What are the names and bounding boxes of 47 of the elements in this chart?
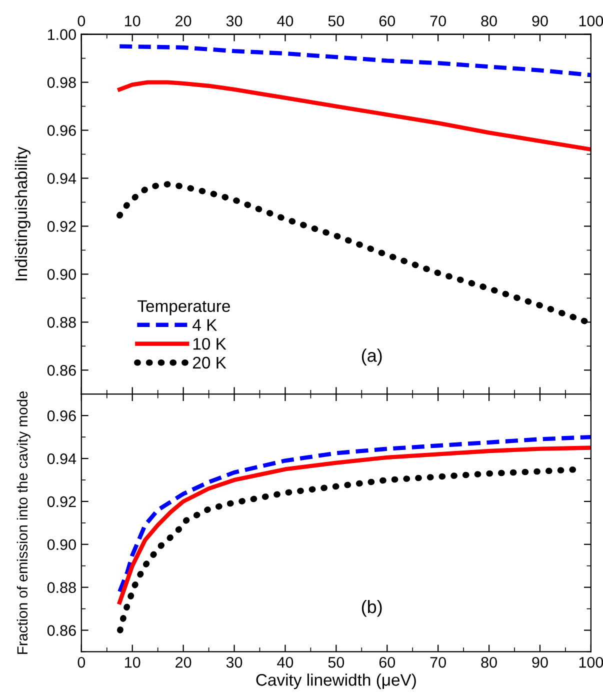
y-tick-label: 1.00 [48, 29, 76, 40]
y-tick-label: 0.88 [47, 582, 76, 593]
y-axis-title: Fraction of emission into the cavity mode [16, 391, 30, 654]
legend-label: 10 K [193, 338, 226, 350]
y-tick-label: 0.86 [47, 625, 76, 636]
x2-tick-label: 0 [78, 16, 86, 26]
y-tick-label: 0.90 [47, 539, 76, 550]
y-tick-label: 0.96 [47, 125, 76, 136]
x-tick-label: 10 [125, 656, 140, 668]
y-tick-label: 0.88 [47, 317, 76, 328]
legend-label: 20 K [193, 356, 226, 369]
x-tick-label: 0 [78, 656, 86, 668]
x-tick-label: 30 [226, 656, 242, 668]
x2-tick-label: 30 [226, 16, 242, 26]
y-tick-label: 0.92 [47, 496, 76, 508]
line-series [118, 44, 591, 78]
x-tick-label: 50 [328, 656, 344, 668]
line-series [118, 80, 591, 152]
y-axis-title: Indistinguishability [14, 146, 30, 280]
x2-tick-label: 80 [481, 16, 497, 26]
x-tick-label: 70 [430, 656, 446, 668]
x-tick-label: 40 [277, 656, 294, 668]
x-tick-label: 80 [481, 656, 497, 668]
x-tick-label: 90 [532, 656, 548, 668]
x-tick-label: 100 [579, 656, 603, 668]
x2-tick-label: 70 [430, 16, 446, 26]
x2-tick-label: 50 [328, 16, 344, 26]
y-tick-label: 0.94 [47, 173, 76, 184]
x2-tick-label: 20 [176, 16, 192, 26]
x2-tick-label: 60 [379, 16, 396, 26]
annotation: (b) [362, 600, 382, 617]
y-tick-label: 0.96 [47, 410, 76, 422]
legend-title: Temperature [138, 300, 230, 316]
y-tick-label: 0.94 [47, 453, 76, 464]
x-tick-label: 20 [176, 656, 192, 668]
y-tick-label: 0.90 [47, 269, 76, 280]
x-tick-label: 60 [379, 656, 396, 668]
x2-tick-label: 10 [125, 16, 140, 26]
legend-label: 4 K [192, 319, 217, 331]
x-axis-title: Cavity linewidth (μeV) [256, 674, 416, 690]
x2-tick-label: 90 [532, 16, 548, 26]
x2-tick-label: 40 [277, 16, 294, 26]
x2-tick-label: 100 [579, 16, 603, 26]
y-tick-label: 0.86 [47, 364, 76, 376]
y-tick-label: 0.92 [47, 221, 76, 232]
y-tick-label: 0.98 [47, 77, 76, 88]
annotation: (a) [362, 348, 382, 366]
